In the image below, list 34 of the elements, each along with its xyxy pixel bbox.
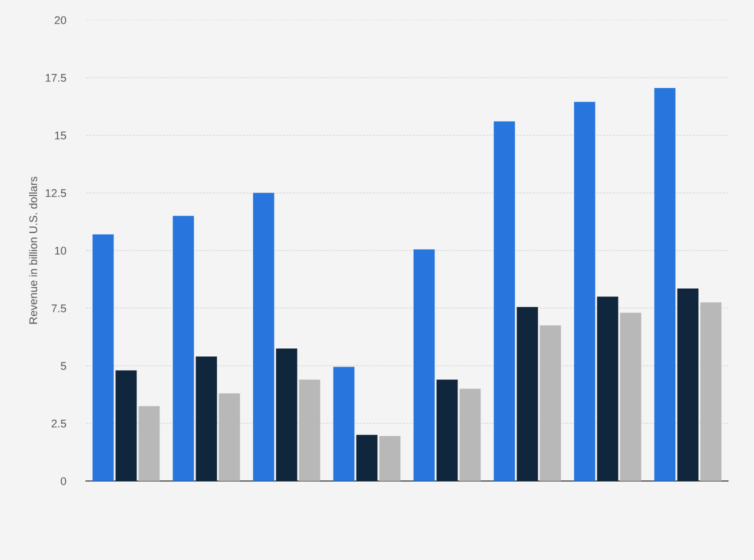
bar bbox=[138, 406, 160, 481]
bar bbox=[92, 234, 114, 481]
bar bbox=[276, 348, 298, 481]
y-tick-label: 20 bbox=[54, 16, 66, 24]
bar bbox=[414, 249, 435, 481]
bar bbox=[379, 436, 400, 481]
y-tick-label: 5 bbox=[60, 362, 66, 370]
y-tick-label: 7.5 bbox=[52, 304, 66, 312]
y-tick-label: 0 bbox=[60, 477, 66, 486]
bar bbox=[597, 296, 618, 481]
bar bbox=[172, 216, 194, 481]
bar bbox=[654, 88, 676, 481]
bar bbox=[253, 192, 274, 481]
y-tick-label: 10 bbox=[55, 246, 66, 255]
bar bbox=[196, 356, 217, 481]
bar bbox=[540, 325, 561, 481]
bar bbox=[700, 302, 722, 481]
bar bbox=[218, 393, 240, 481]
bar bbox=[494, 121, 515, 481]
bar bbox=[436, 380, 458, 481]
y-tick-label: 15 bbox=[55, 132, 66, 140]
bar bbox=[516, 306, 538, 481]
y-tick-label: 2.5 bbox=[52, 420, 66, 428]
bar bbox=[356, 434, 378, 481]
y-tick-label: 12.5 bbox=[46, 189, 66, 198]
bar bbox=[460, 388, 481, 481]
y-tick-label: 17.5 bbox=[46, 74, 66, 82]
bar bbox=[620, 312, 642, 481]
bar bbox=[574, 102, 596, 481]
bar bbox=[116, 370, 137, 481]
bar bbox=[677, 288, 698, 481]
bar bbox=[299, 380, 320, 481]
bar bbox=[333, 366, 354, 481]
y-axis-title: Revenue in billion U.S. dollars bbox=[29, 176, 38, 324]
